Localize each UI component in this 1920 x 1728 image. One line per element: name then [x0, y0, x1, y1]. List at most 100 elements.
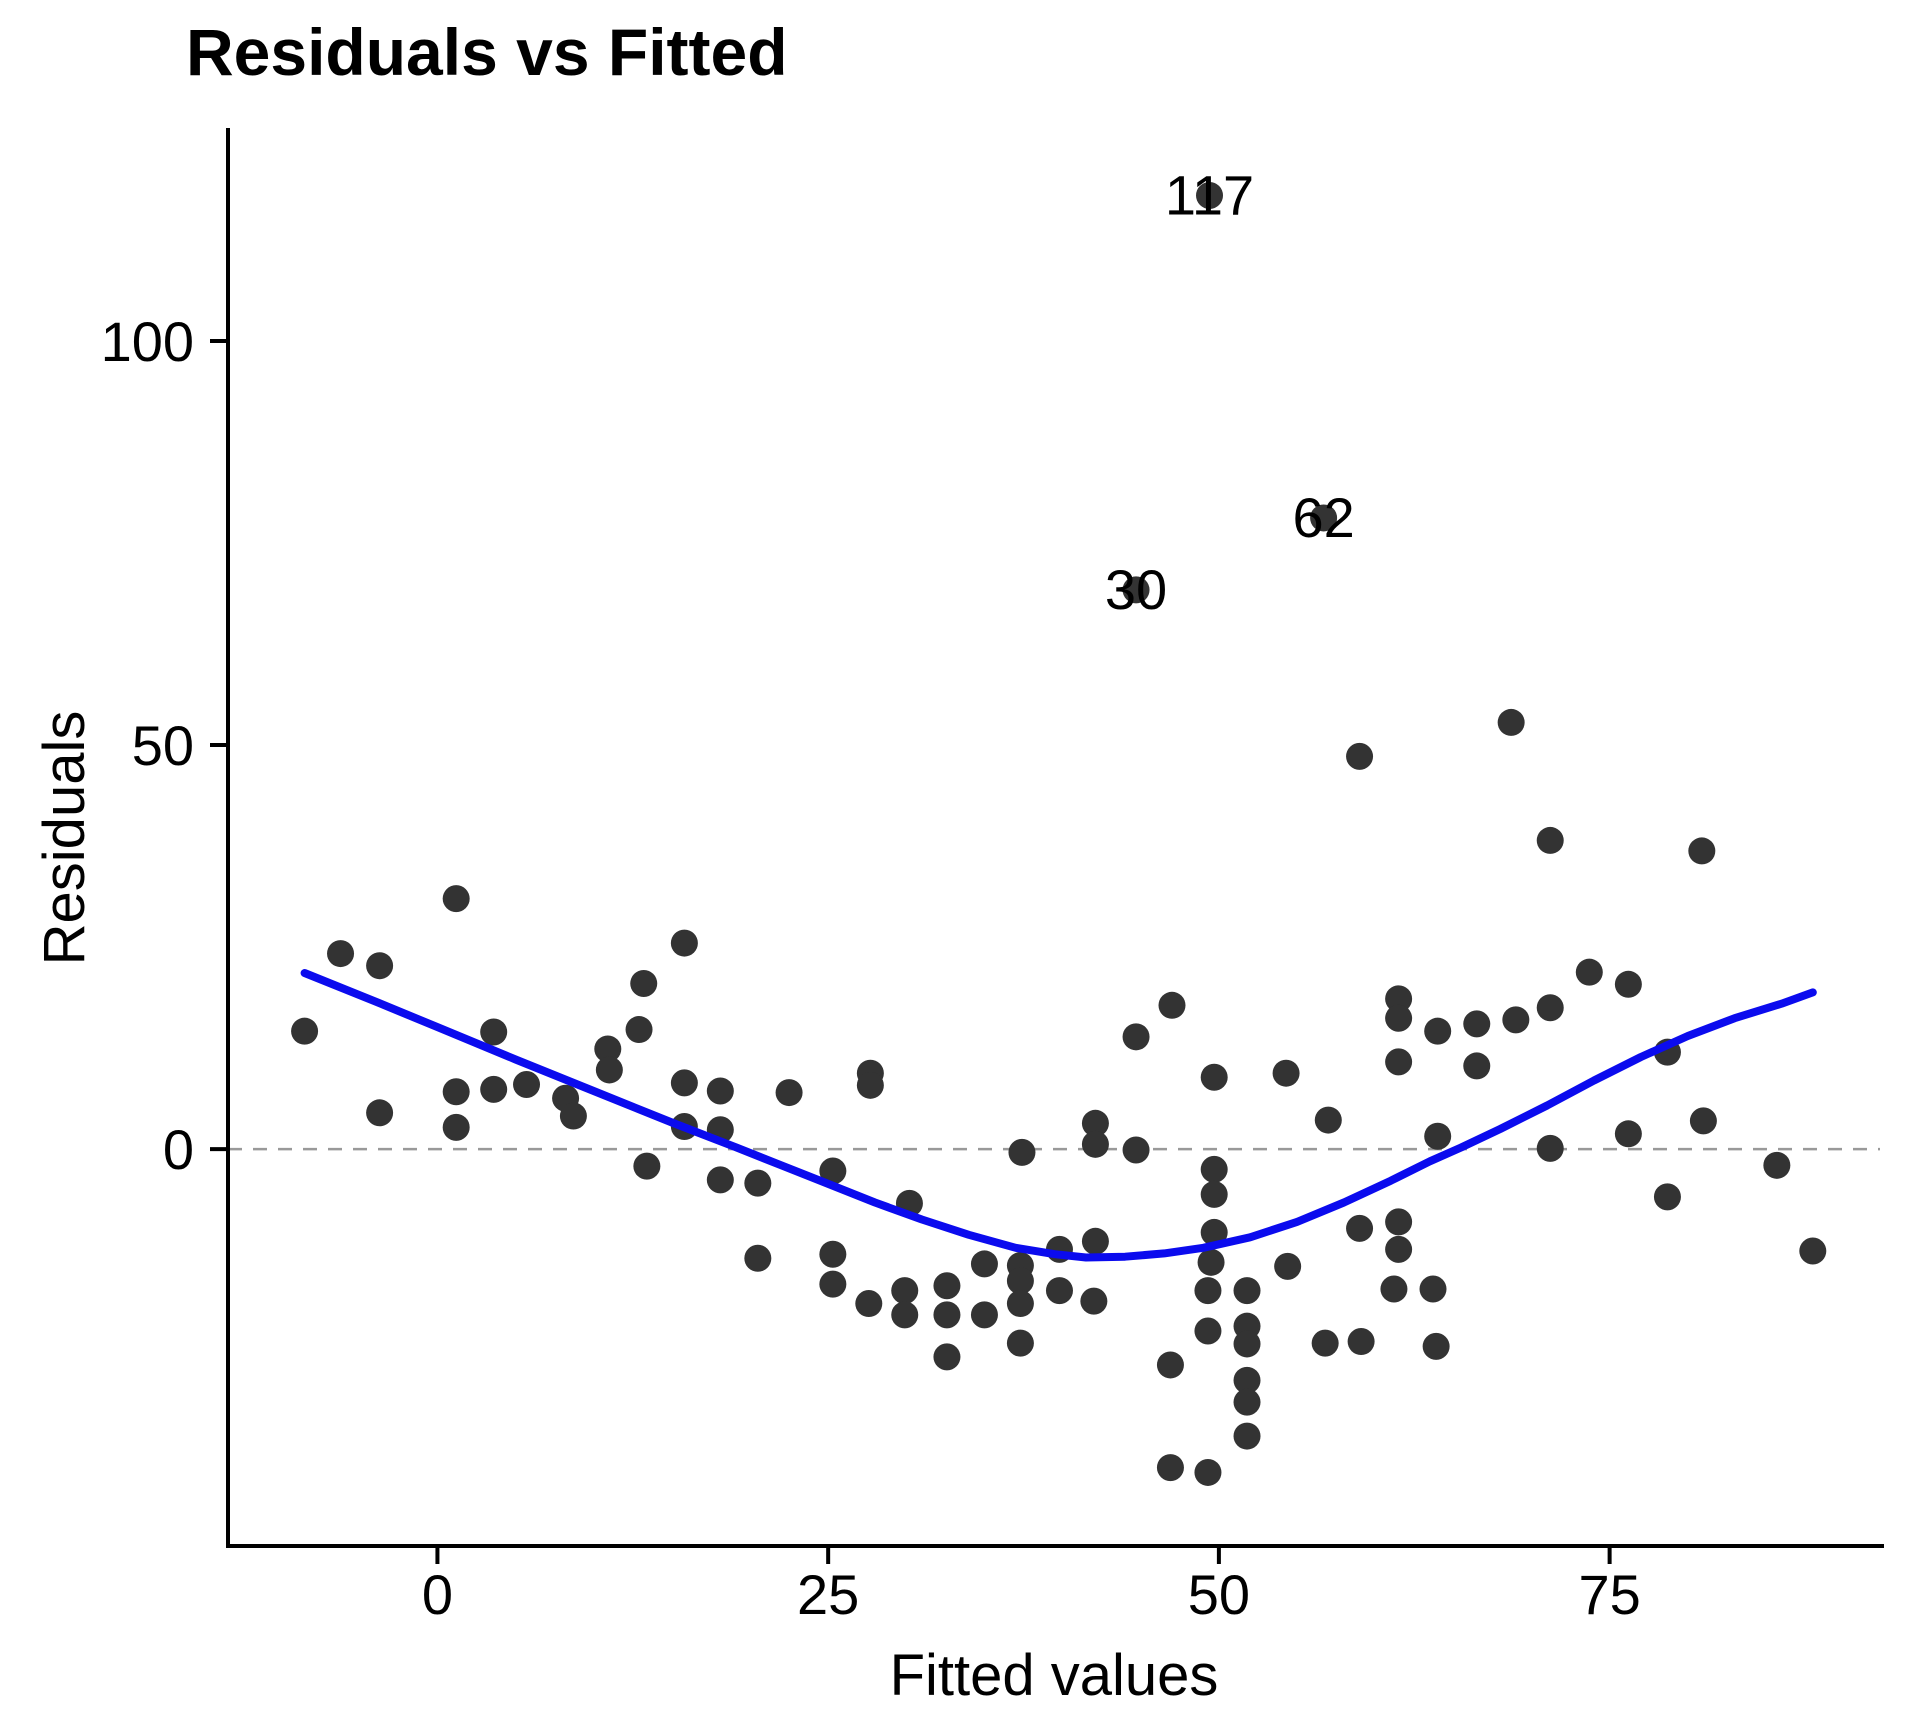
scatter-point — [855, 1290, 883, 1318]
scatter-point — [1122, 1136, 1150, 1164]
scatter-point — [1200, 1063, 1228, 1091]
y-tick-label: 50 — [132, 714, 194, 777]
x-tick-label: 75 — [1578, 1563, 1640, 1626]
scatter-point — [1080, 1287, 1108, 1315]
scatter-point — [1272, 1059, 1300, 1087]
scatter-point — [1463, 1010, 1491, 1038]
scatter-point — [366, 1099, 394, 1127]
scatter-point — [1385, 1235, 1413, 1263]
scatter-point — [1536, 994, 1564, 1022]
scatter-point — [1200, 1180, 1228, 1208]
x-tick-label: 25 — [797, 1563, 859, 1626]
scatter-point — [1536, 826, 1564, 854]
scatter-point — [1463, 1052, 1491, 1080]
scatter-point — [933, 1272, 961, 1300]
scatter-point — [775, 1079, 803, 1107]
scatter-point — [1008, 1138, 1036, 1166]
x-axis-title: Fitted values — [889, 1643, 1219, 1708]
scatter-point — [1799, 1237, 1827, 1265]
outlier-label: 30 — [1105, 558, 1167, 621]
scatter-point — [1575, 958, 1603, 986]
scatter-point — [1502, 1006, 1530, 1034]
scatter-point — [670, 929, 698, 957]
scatter-point — [625, 1016, 653, 1044]
scatter-point — [1194, 1458, 1222, 1486]
scatter-point — [442, 1113, 470, 1141]
scatter-point — [933, 1301, 961, 1329]
scatter-point — [1233, 1366, 1261, 1394]
scatter-point — [1122, 576, 1150, 604]
scatter-point — [1536, 1134, 1564, 1162]
scatter-point — [744, 1169, 772, 1197]
scatter-point — [1380, 1275, 1408, 1303]
x-tick-label: 0 — [422, 1563, 453, 1626]
scatter-point — [1122, 1023, 1150, 1051]
scatter-point — [1314, 1106, 1342, 1134]
scatter-point — [1419, 1275, 1447, 1303]
scatter-point — [1688, 837, 1716, 865]
scatter-point — [327, 940, 355, 968]
scatter-point — [856, 1071, 884, 1099]
scatter-point — [633, 1152, 661, 1180]
scatter-point — [1422, 1332, 1450, 1360]
scatter-point — [970, 1250, 998, 1278]
scatter-point — [1200, 1155, 1228, 1183]
scatter-point — [1424, 1122, 1452, 1150]
outlier-label: 62 — [1292, 486, 1354, 549]
scatter-point — [1006, 1329, 1034, 1357]
scatter-point — [1347, 1328, 1375, 1356]
y-tick-label: 100 — [101, 310, 194, 373]
scatter-point — [1081, 1109, 1109, 1137]
scatter-point — [819, 1240, 847, 1268]
scatter-point — [1689, 1107, 1717, 1135]
scatter-point — [1346, 742, 1374, 770]
scatter-point — [1045, 1277, 1073, 1305]
plot-title: Residuals vs Fitted — [186, 15, 788, 89]
scatter-point — [1233, 1422, 1261, 1450]
scatter-point — [480, 1075, 508, 1103]
scatter-point — [1081, 1227, 1109, 1255]
scatter-point — [1194, 1277, 1222, 1305]
scatter-point — [1346, 1214, 1374, 1242]
scatter-point — [1006, 1290, 1034, 1318]
scatter-point — [1196, 181, 1224, 209]
scatter-point — [1653, 1183, 1681, 1211]
scatter-point — [513, 1071, 541, 1099]
scatter-point — [670, 1069, 698, 1097]
outlier-label: 117 — [1165, 163, 1254, 226]
y-tick-label: 0 — [163, 1118, 194, 1181]
scatter-point — [1310, 504, 1338, 532]
scatter-point — [819, 1157, 847, 1185]
scatter-point — [1614, 970, 1642, 998]
scatter-point — [1158, 991, 1186, 1019]
scatter-point — [559, 1102, 587, 1130]
smooth-line — [300, 969, 1817, 1262]
scatter-point — [1763, 1151, 1791, 1179]
scatter-point — [819, 1270, 847, 1298]
scatter-point — [1385, 1208, 1413, 1236]
scatter-point — [891, 1301, 919, 1329]
scatter-point — [933, 1343, 961, 1371]
scatter-point — [595, 1056, 623, 1084]
scatter-point — [1197, 1248, 1225, 1276]
scatter-point — [970, 1301, 998, 1329]
scatter-point — [706, 1077, 734, 1105]
scatter-point — [1424, 1017, 1452, 1045]
scatter-point — [1194, 1317, 1222, 1345]
scatter-point — [291, 1017, 319, 1045]
scatter-point — [706, 1166, 734, 1194]
scatter-point — [1233, 1388, 1261, 1416]
scatter-point — [1233, 1277, 1261, 1305]
scatter-point — [1081, 1130, 1109, 1158]
scatter-point — [1614, 1120, 1642, 1148]
scatter-point — [1385, 1004, 1413, 1032]
scatter-point — [594, 1035, 622, 1063]
scatter-point — [1385, 1048, 1413, 1076]
scatter-point — [1274, 1252, 1302, 1280]
x-tick-label: 50 — [1188, 1563, 1250, 1626]
scatter-point — [1006, 1267, 1034, 1295]
scatter-point — [1233, 1330, 1261, 1358]
scatter-point — [442, 1078, 470, 1106]
